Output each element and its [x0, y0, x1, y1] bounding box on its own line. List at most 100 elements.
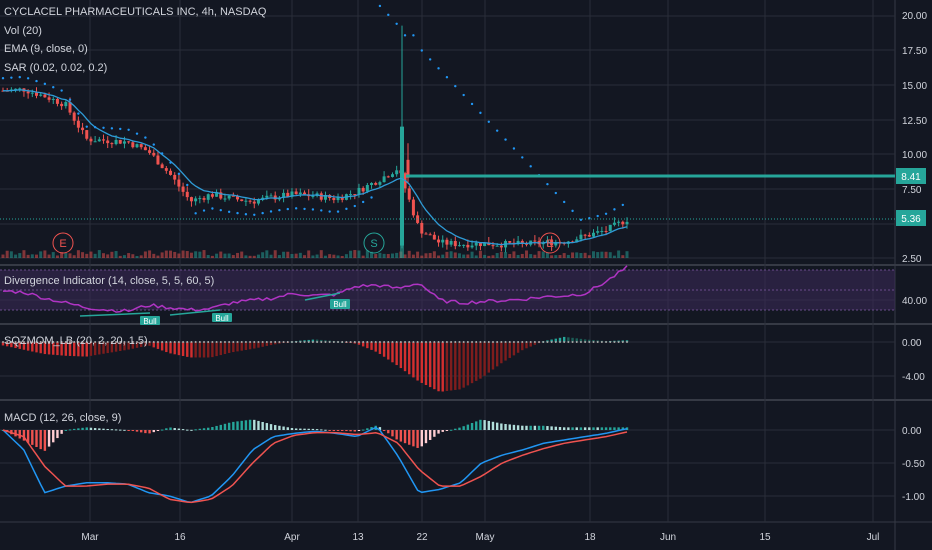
squeeze-dot — [626, 341, 628, 343]
sar-dot — [571, 209, 574, 213]
macd-histogram-bar — [119, 429, 122, 431]
squeeze-dot — [601, 341, 603, 343]
squeeze-bar — [416, 342, 419, 381]
macd-histogram-bar — [148, 430, 151, 434]
candle-body — [483, 242, 487, 247]
time-tick: 13 — [352, 532, 364, 543]
squeeze-dot — [261, 341, 264, 343]
sar-dot — [144, 136, 147, 139]
volume-bar — [261, 252, 265, 258]
squeeze-bar — [148, 342, 151, 346]
volume-bar — [51, 252, 55, 258]
squeeze-bar — [102, 342, 105, 354]
volume-bar — [252, 255, 256, 258]
squeeze-dot — [324, 341, 327, 343]
squeeze-bar — [382, 342, 386, 357]
volume-bar — [457, 253, 461, 258]
sqzmom-axis[interactable]: 0.00 -4.00 — [902, 338, 925, 383]
squeeze-dot — [613, 341, 616, 343]
squeeze-dot — [186, 341, 189, 343]
squeeze-dot — [219, 341, 222, 343]
price-axis[interactable]: 20.00 17.50 15.00 12.50 10.00 7.50 2.50 — [902, 11, 927, 265]
squeeze-bar — [525, 342, 528, 349]
macd-histogram-bar — [60, 430, 63, 434]
candle-body — [621, 221, 625, 225]
squeeze-bar — [374, 342, 377, 352]
squeeze-dot — [370, 341, 373, 343]
time-tick: Apr — [284, 532, 300, 543]
macd-histogram-bar — [366, 428, 369, 430]
candle-body — [189, 197, 193, 202]
macd-histogram-bar — [349, 430, 352, 432]
macd-histogram-bar — [303, 428, 306, 430]
candle-body — [156, 155, 160, 165]
macd-histogram-bar — [202, 428, 206, 430]
candle-body — [72, 112, 76, 121]
sar-dot — [186, 183, 189, 187]
squeeze-dot — [358, 341, 360, 343]
squeeze-bar — [22, 342, 26, 350]
squeeze-dot — [333, 341, 335, 343]
candle-body — [43, 94, 47, 98]
macd-histogram-bar — [89, 427, 93, 430]
volume-bar — [587, 255, 591, 258]
squeeze-dot — [525, 341, 528, 343]
squeeze-bar — [512, 342, 516, 356]
candle-body — [478, 242, 482, 247]
squeeze-dot — [517, 341, 519, 343]
squeeze-bar — [470, 342, 474, 384]
divergence-axis[interactable]: 40.00 — [902, 296, 927, 307]
macd-histogram-bar — [491, 421, 495, 430]
squeeze-bar — [508, 342, 511, 358]
sar-dot — [52, 86, 55, 89]
volume-bar — [323, 255, 327, 258]
squeeze-bar — [140, 342, 143, 347]
squeeze-dot — [487, 341, 490, 343]
squeeze-dot — [44, 341, 46, 343]
price-tick: 7.50 — [902, 185, 922, 196]
time-axis[interactable]: Mar 16 Apr 13 22 May 18 Jun 15 Jul — [81, 532, 879, 543]
squeeze-dot — [567, 341, 570, 343]
squeeze-dot — [299, 341, 302, 343]
sar-dot — [85, 125, 88, 128]
squeeze-dot — [316, 341, 318, 343]
macd-histogram-bar — [408, 430, 411, 445]
macd-histogram-bar — [399, 430, 403, 442]
candle-body — [332, 197, 336, 201]
candle-body — [256, 199, 260, 204]
macd-histogram-bar — [412, 430, 415, 447]
squeeze-bar — [554, 338, 558, 342]
macd-histogram-bar — [558, 427, 562, 430]
squeeze-dot — [286, 341, 289, 343]
squeeze-bar — [85, 342, 88, 357]
split-marker[interactable]: S — [363, 232, 385, 254]
sar-dot — [311, 208, 315, 211]
candle-body — [39, 94, 43, 96]
squeeze-dot — [492, 341, 494, 343]
time-tick: Jul — [867, 532, 880, 543]
macd-histogram-bar — [278, 425, 281, 430]
volume-bar — [591, 251, 595, 258]
earnings-marker[interactable]: E — [539, 232, 561, 254]
squeeze-bar — [194, 342, 197, 358]
volume-bar — [307, 250, 311, 258]
sar-dot — [437, 67, 440, 70]
candle-body — [508, 241, 512, 243]
macd-histogram-bar — [579, 427, 583, 430]
macd-axis[interactable]: 0.00 -0.50 -1.00 — [902, 426, 925, 503]
candle-body — [139, 144, 143, 148]
squeeze-bar — [248, 342, 252, 350]
squeeze-bar — [119, 342, 122, 351]
macd-histogram-bar — [114, 429, 118, 431]
macd-histogram-bar — [604, 427, 608, 430]
squeeze-dot — [295, 341, 297, 343]
volume-bar — [499, 251, 503, 258]
candle-body — [357, 187, 361, 195]
earnings-marker[interactable]: E — [52, 232, 74, 254]
squeeze-bar — [81, 342, 84, 357]
sar-dot — [604, 212, 608, 215]
squeeze-dot — [458, 341, 461, 343]
sar-dot — [529, 165, 532, 168]
volume-bar — [357, 250, 361, 258]
